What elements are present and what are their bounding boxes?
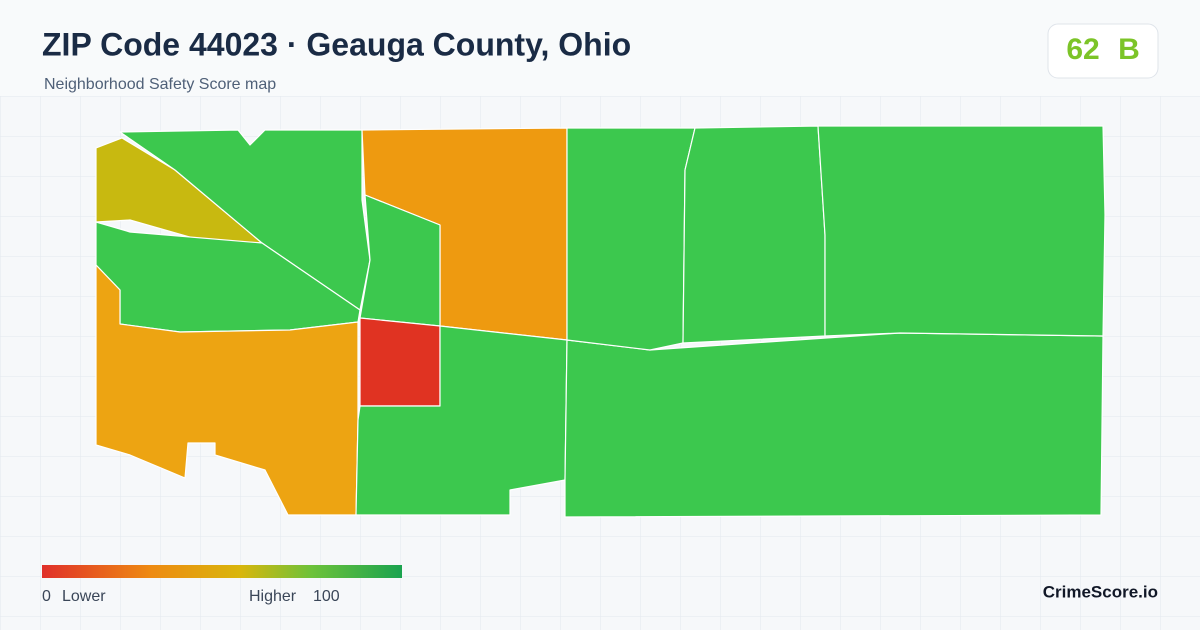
subtitle: Neighborhood Safety Score map bbox=[44, 76, 276, 93]
score-value: 62 bbox=[1066, 33, 1099, 66]
legend-gradient bbox=[42, 565, 402, 578]
region bbox=[119, 129, 371, 311]
legend-max: 100 bbox=[313, 588, 340, 605]
region bbox=[682, 125, 826, 344]
map bbox=[95, 125, 1106, 518]
region bbox=[95, 264, 359, 516]
legend-min: 0 bbox=[42, 588, 51, 605]
legend-max-label: Higher bbox=[249, 588, 297, 605]
legend-min-label: Lower bbox=[62, 588, 106, 605]
region bbox=[359, 317, 441, 407]
score-badge bbox=[1047, 23, 1159, 79]
title: ZIP Code 44023 · Geauga County, Ohio bbox=[42, 26, 631, 62]
header-band bbox=[0, 0, 1200, 96]
region bbox=[566, 127, 696, 351]
region bbox=[817, 125, 1106, 337]
score-grade: B bbox=[1118, 33, 1140, 66]
brand: CrimeScore.io bbox=[1043, 582, 1158, 601]
region bbox=[564, 332, 1104, 518]
